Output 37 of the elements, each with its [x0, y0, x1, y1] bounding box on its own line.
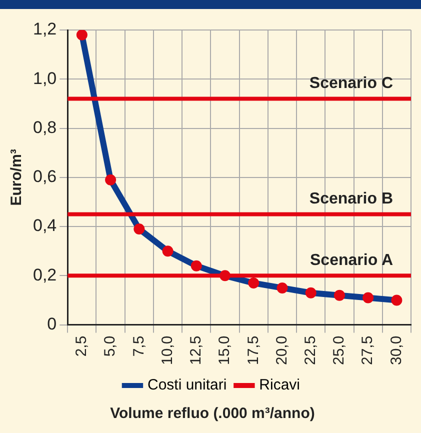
point [305, 287, 316, 298]
point [105, 174, 116, 186]
y-tick-label: 0,2 [32, 265, 57, 284]
point [134, 223, 145, 234]
x-tick-label: 15,0 [216, 336, 234, 366]
x-tick-label: 2,5 [73, 336, 90, 357]
point [276, 282, 288, 294]
ref-line-label: Scenario B [309, 190, 393, 208]
y-tick-label: 1,2 [32, 20, 57, 39]
ref-line-label: Scenario C [309, 75, 394, 92]
y-tick-label: 0,4 [32, 216, 57, 236]
point [362, 292, 374, 304]
y-tick-label: 0 [47, 314, 57, 334]
x-tick-label: 25,0 [330, 336, 348, 366]
x-tick-label: 7,5 [130, 336, 148, 357]
point [248, 278, 260, 289]
x-tick-label: 10,0 [158, 336, 176, 366]
x-tick-label: 20,0 [273, 336, 290, 366]
legend-label: Costi unitari [147, 376, 227, 394]
y-tick-label: 0,8 [32, 118, 57, 137]
legend-label: Ricavi [259, 376, 300, 394]
x-axis-title: Volume refluo (.000 m³/anno) [110, 405, 315, 422]
x-tick-label: 5,0 [102, 336, 119, 357]
point [334, 290, 345, 301]
ref-line-label: Scenario A [310, 252, 394, 270]
x-tick-label: 27,5 [359, 336, 376, 366]
x-tick-label: 17,5 [244, 336, 262, 366]
x-tick-label: 12,5 [188, 336, 205, 366]
y-axis-title: Euro/m³ [8, 149, 26, 206]
point [391, 294, 402, 306]
point [76, 30, 88, 40]
x-tick-label: 30,0 [388, 336, 405, 366]
y-tick-label: 1,0 [32, 68, 57, 88]
y-tick-label: 0,6 [32, 167, 57, 186]
point [190, 260, 202, 272]
x-tick-label: 22,5 [302, 336, 319, 366]
point [162, 246, 174, 257]
